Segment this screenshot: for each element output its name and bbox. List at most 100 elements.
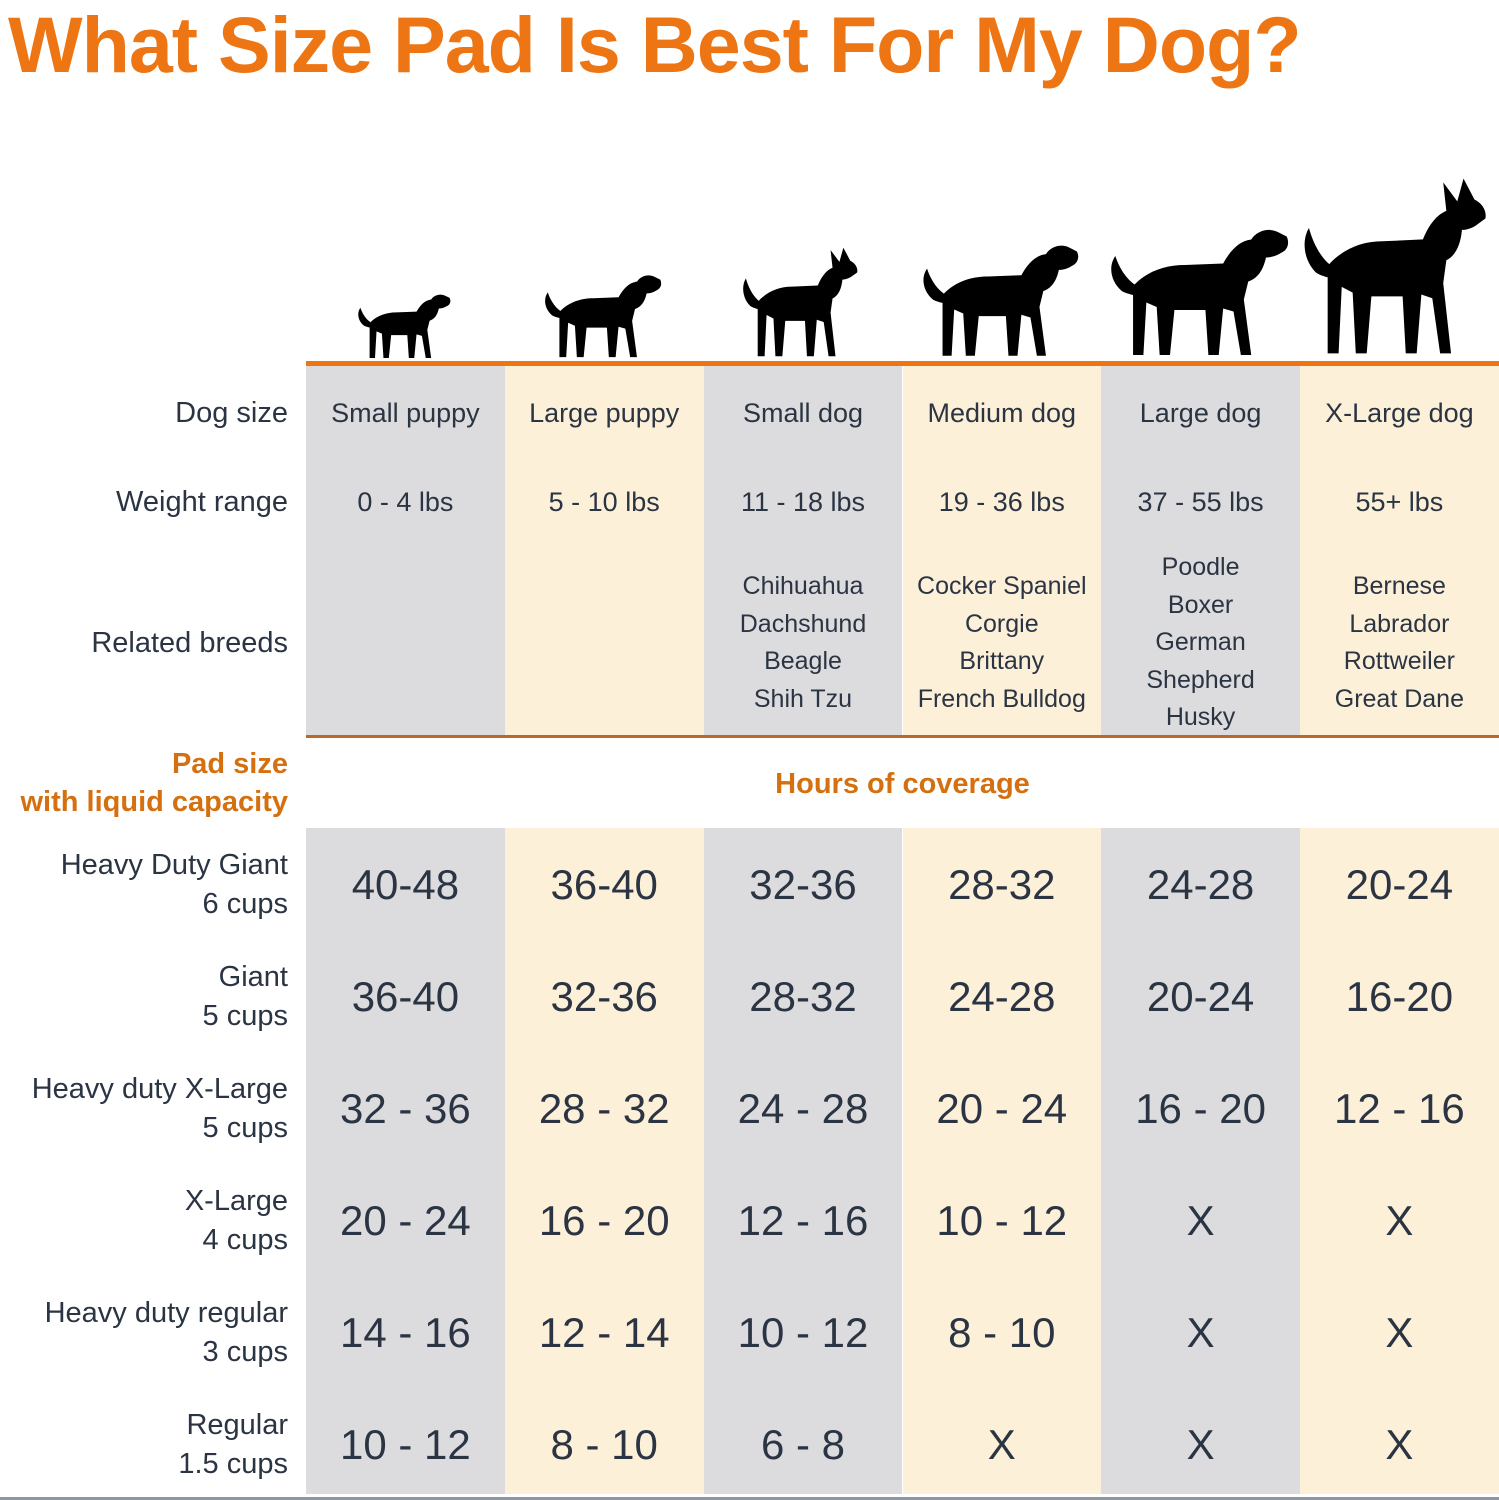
pad-section-header-row: Pad size with liquid capacity Hours of c… <box>0 742 1499 826</box>
pad-name: Giant <box>218 960 288 993</box>
hours-cell: X <box>1385 1421 1414 1468</box>
breed-name: Corgie <box>964 609 1039 638</box>
breed-name: Bernese <box>1352 572 1446 600</box>
breeds-cell: Chihuahua Dachshund Beagle Shih Tzu <box>704 568 903 718</box>
hours-cell: 10 - 12 <box>340 1421 471 1468</box>
pad-row-label: X-Large 4 cups <box>0 1182 306 1260</box>
breed-name: Husky <box>1165 703 1236 732</box>
hours-cell: 36-40 <box>351 973 460 1020</box>
pad-row-label: Heavy duty X-Large 5 cups <box>0 1070 306 1148</box>
pad-size-axis-label: Pad size with liquid capacity <box>0 746 306 821</box>
weight-cell: 19 - 36 lbs <box>938 487 1065 517</box>
column-stripe-lower <box>703 828 903 1494</box>
pad-row-heavy-duty-giant: Heavy Duty Giant 6 cups 40-48 36-40 32-3… <box>0 830 1499 940</box>
hours-cell: 6 - 8 <box>760 1421 846 1468</box>
breed-name: Beagle <box>764 647 842 675</box>
weight-range-row: Weight range 0 - 4 lbs 5 - 10 lbs 11 - 1… <box>0 460 1499 545</box>
hours-cell: 20-24 <box>1146 973 1255 1020</box>
column-stripe-lower <box>902 828 1102 1494</box>
pad-capacity: 1.5 cups <box>178 1448 288 1480</box>
pad-capacity: 4 cups <box>202 1224 288 1256</box>
column-stripe-upper <box>306 366 505 735</box>
column-stripe-upper <box>1101 366 1301 735</box>
breed-name: Shih Tzu <box>753 684 853 713</box>
breed-name: Boxer <box>1167 590 1234 619</box>
hours-cell: 12 - 14 <box>538 1309 670 1356</box>
breed-name: French Bulldog <box>917 684 1086 713</box>
pad-row-label: Heavy duty regular 3 cups <box>0 1294 306 1372</box>
pad-row-label: Giant 5 cups <box>0 958 306 1036</box>
breeds-cell: Bernese Labrador Rottweiler Great Dane <box>1300 568 1499 718</box>
dog-size-row-label: Dog size <box>175 397 288 429</box>
column-stripe-upper <box>504 366 704 735</box>
breed-name: Great Dane <box>1334 684 1464 713</box>
hours-cell: 24-28 <box>948 973 1056 1020</box>
x-large-dog-icon <box>1304 178 1486 354</box>
hours-cell: 20 - 24 <box>936 1085 1068 1132</box>
pad-row-regular: Regular 1.5 cups 10 - 12 8 - 10 6 - 8 X … <box>0 1390 1499 1500</box>
weight-cell: 0 - 4 lbs <box>357 487 454 517</box>
breeds-cell: Cocker Spaniel Corgie Brittany French Bu… <box>902 568 1101 718</box>
breed-name: Poodle <box>1161 553 1240 582</box>
pad-row-giant: Giant 5 cups 36-40 32-36 28-32 24-28 20-… <box>0 942 1499 1052</box>
column-stripe-lower <box>306 828 505 1494</box>
hours-cell: X <box>1385 1197 1414 1244</box>
hours-cell: X <box>1186 1421 1215 1468</box>
weight-cell: 55+ lbs <box>1355 487 1444 517</box>
column-header-large-puppy: Large puppy <box>529 398 680 428</box>
column-header-small-puppy: Small puppy <box>331 398 480 428</box>
weight-cell: 11 - 18 lbs <box>740 487 866 517</box>
pad-row-label: Heavy Duty Giant 6 cups <box>0 846 306 924</box>
breed-name: German Shepherd <box>1146 628 1255 694</box>
small-puppy-icon <box>358 294 451 358</box>
column-header-small-dog: Small dog <box>742 398 864 428</box>
related-breeds-row: Related breeds Chihuahua Dachshund Beagl… <box>0 550 1499 736</box>
hours-cell: 12 - 16 <box>737 1197 869 1244</box>
bottom-divider <box>0 1497 1499 1500</box>
hours-cell: 20 - 24 <box>340 1197 471 1244</box>
breed-name: Brittany <box>959 647 1045 675</box>
pad-row-x-large: X-Large 4 cups 20 - 24 16 - 20 12 - 16 1… <box>0 1166 1499 1276</box>
large-puppy-icon <box>545 275 662 358</box>
hours-cell: 8 - 10 <box>948 1309 1056 1356</box>
pad-capacity: 5 cups <box>202 1112 288 1144</box>
page-title: What Size Pad Is Best For My Dog? <box>8 0 1302 89</box>
hours-cell: 14 - 16 <box>340 1309 471 1356</box>
column-stripe-upper <box>703 366 903 735</box>
related-breeds-row-label: Related breeds <box>91 626 288 659</box>
column-stripe-upper <box>902 366 1102 735</box>
hours-cell: X <box>1186 1309 1215 1356</box>
hours-cell: 10 - 12 <box>936 1197 1068 1244</box>
pad-name: Heavy Duty Giant <box>60 848 288 881</box>
hours-cell: 24-28 <box>1146 861 1255 908</box>
pad-row-heavy-duty-x-large: Heavy duty X-Large 5 cups 32 - 36 28 - 3… <box>0 1054 1499 1164</box>
weight-range-row-label: Weight range <box>116 486 288 518</box>
pad-name: Regular <box>186 1408 288 1441</box>
breed-name: Cocker Spaniel <box>917 572 1087 600</box>
weight-cell: 37 - 55 lbs <box>1137 487 1264 517</box>
hours-cell: 24 - 28 <box>737 1085 869 1132</box>
hours-cell: 36-40 <box>550 861 658 908</box>
weight-cell: 5 - 10 lbs <box>548 487 660 517</box>
small-dog-icon <box>743 247 858 357</box>
medium-dog-icon <box>923 245 1079 356</box>
large-dog-icon <box>1111 229 1289 355</box>
hours-cell: 12 - 16 <box>1334 1085 1465 1132</box>
breed-name: Chihuahua <box>742 572 864 600</box>
column-stripe-upper <box>1300 366 1499 735</box>
pad-capacity: 6 cups <box>202 888 288 920</box>
hours-cell: 28 - 32 <box>538 1085 670 1132</box>
hours-cell: 40-48 <box>351 861 460 908</box>
pad-row-label: Regular 1.5 cups <box>0 1406 306 1484</box>
pad-row-heavy-duty-regular: Heavy duty regular 3 cups 14 - 16 12 - 1… <box>0 1278 1499 1388</box>
hours-cell: 28-32 <box>948 861 1056 908</box>
breed-name: Dachshund <box>739 609 867 638</box>
hours-cell: 16 - 20 <box>1135 1085 1266 1132</box>
pad-capacity: 5 cups <box>202 1000 288 1032</box>
hours-cell: 32 - 36 <box>340 1085 471 1132</box>
pad-size-axis-label-line1: Pad size <box>171 748 288 781</box>
column-stripe-lower <box>1300 828 1499 1494</box>
hours-cell: 32-36 <box>749 861 857 908</box>
hours-cell: X <box>1186 1197 1215 1244</box>
column-header-x-large-dog: X-Large dog <box>1325 398 1474 428</box>
